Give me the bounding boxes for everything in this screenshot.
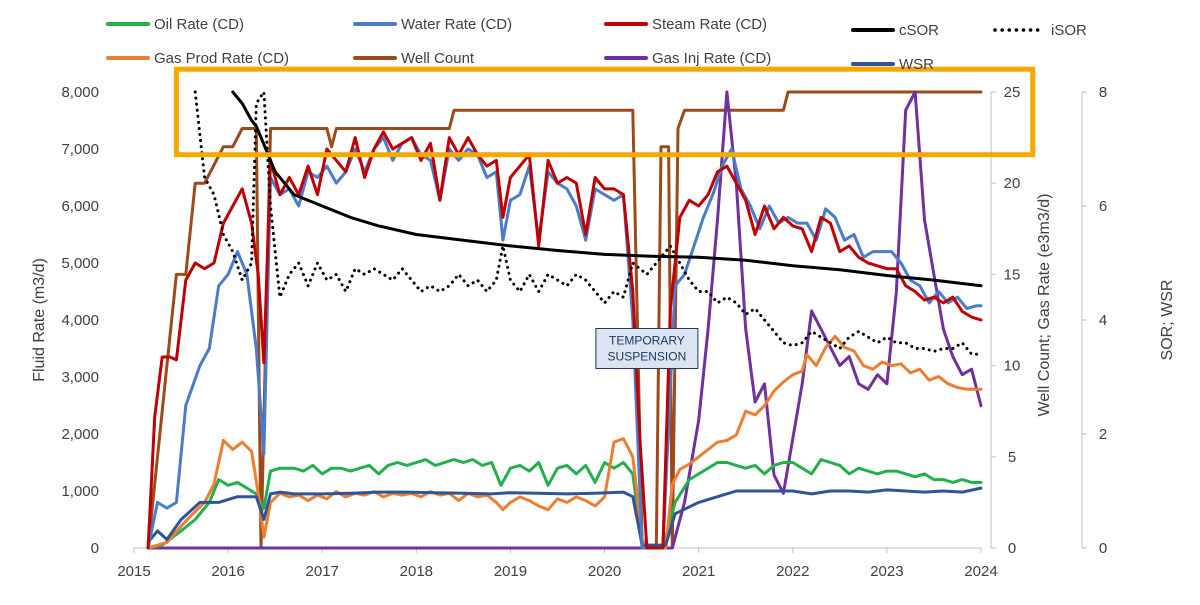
legend-label: cSOR xyxy=(899,22,939,39)
left-tick-label: 3,000 xyxy=(61,369,99,386)
series-line-well-count xyxy=(146,90,983,550)
annotation-text: SUSPENSION xyxy=(608,350,687,364)
right1-tick-label: 5 xyxy=(1008,449,1016,466)
x-tick-label: 2022 xyxy=(776,563,809,580)
legend-item: Water Rate (CD) xyxy=(353,16,512,33)
legend-item: Gas Inj Rate (CD) xyxy=(604,50,771,67)
legend: Oil Rate (CD) Water Rate (CD) Steam Rate (… xyxy=(106,16,1087,73)
axes: 2015 2016 2017 2018 2019 2020 2021 2022 2023 2024… xyxy=(31,84,1176,580)
legend-item: Oil Rate (CD) xyxy=(106,16,244,33)
x-tick-label: 2023 xyxy=(870,563,903,580)
left-axis-title: Fluid Rate (m3/d) xyxy=(31,258,48,382)
annotations: TEMPORARY SUSPENSION xyxy=(173,66,1036,369)
series-line-gas-inj-rate-cd xyxy=(146,90,983,550)
left-tick-label: 5,000 xyxy=(61,255,99,272)
x-tick-label: 2019 xyxy=(494,563,527,580)
legend-item: WSR xyxy=(851,56,934,73)
annotation-text: TEMPORARY xyxy=(609,334,685,348)
legend-label: Water Rate (CD) xyxy=(401,16,512,33)
legend-label: WSR xyxy=(899,56,934,73)
legend-label: Gas Inj Rate (CD) xyxy=(652,50,771,67)
series-line-water-rate-cd xyxy=(146,136,983,550)
annotation-box xyxy=(595,328,699,369)
legend-label: Oil Rate (CD) xyxy=(154,16,244,33)
series-line-wsr xyxy=(146,486,983,547)
left-tick-label: 1,000 xyxy=(61,483,99,500)
right2-tick-label: 4 xyxy=(1099,312,1107,329)
series-line-oil-rate-cd xyxy=(146,458,983,550)
x-tick-label: 2017 xyxy=(306,563,339,580)
left-tick-label: 4,000 xyxy=(61,312,99,329)
legend-label: Gas Prod Rate (CD) xyxy=(154,50,289,67)
legend-item: Steam Rate (CD) xyxy=(604,16,767,33)
left-tick-label: 0 xyxy=(91,540,99,557)
right2-tick-label: 2 xyxy=(1099,426,1107,443)
series-lines xyxy=(146,90,983,550)
series-line-isor xyxy=(193,90,983,356)
x-tick-label: 2024 xyxy=(964,563,997,580)
right2-axis-title: SOR; WSR xyxy=(1159,280,1176,361)
legend-item: iSOR xyxy=(993,22,1087,39)
series-line-gas-prod-rate-cd xyxy=(146,334,983,550)
x-tick-label: 2021 xyxy=(682,563,715,580)
left-tick-label: 8,000 xyxy=(61,84,99,101)
x-tick-label: 2016 xyxy=(211,563,244,580)
series-line-steam-rate-cd xyxy=(146,130,983,550)
right1-axis-title: Well Count; Gas Rate (e3m3/d) xyxy=(1036,194,1053,417)
legend-item: Gas Prod Rate (CD) xyxy=(106,50,289,67)
x-tick-label: 2018 xyxy=(400,563,433,580)
legend-label: Well Count xyxy=(401,50,475,67)
right1-tick-label: 10 xyxy=(1004,358,1021,375)
x-tick-label: 2015 xyxy=(117,563,150,580)
series-line-csor xyxy=(231,90,983,288)
legend-label: iSOR xyxy=(1051,22,1087,39)
right1-tick-label: 0 xyxy=(1008,540,1016,557)
left-tick-label: 6,000 xyxy=(61,198,99,215)
left-tick-label: 7,000 xyxy=(61,141,99,158)
legend-item: Well Count xyxy=(353,50,475,67)
x-tick-label: 2020 xyxy=(588,563,621,580)
right1-tick-label: 25 xyxy=(1004,84,1021,101)
right1-tick-label: 20 xyxy=(1004,175,1021,192)
legend-label: Steam Rate (CD) xyxy=(652,16,767,33)
highlight-box xyxy=(173,66,1036,158)
right2-tick-label: 0 xyxy=(1099,540,1107,557)
right1-tick-label: 15 xyxy=(1004,266,1021,283)
right2-tick-label: 8 xyxy=(1099,84,1107,101)
left-tick-label: 2,000 xyxy=(61,426,99,443)
right2-tick-label: 6 xyxy=(1099,198,1107,215)
legend-item: cSOR xyxy=(851,22,939,39)
